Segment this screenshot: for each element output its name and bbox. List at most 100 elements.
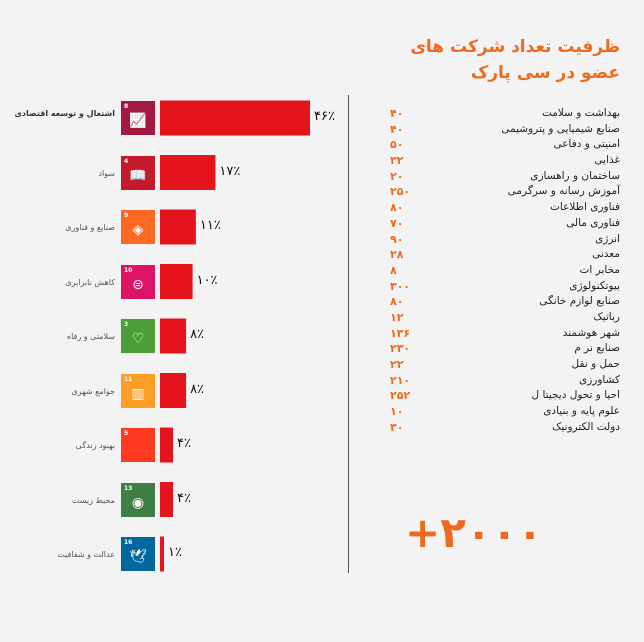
bar-6	[160, 427, 174, 463]
sector-name: فناوری اطلاعات	[550, 201, 620, 214]
bar-value-label: ۱۱٪	[199, 218, 221, 233]
sector-row: ۹۰ انرژی	[390, 233, 620, 249]
sector-row: ۲۵۰ آموزش رسانه و سرگرمی	[390, 185, 620, 201]
sdg-number: 3	[124, 321, 129, 328]
sector-count: ۲۵۲	[390, 389, 411, 403]
sdg-number: 13	[124, 484, 133, 492]
equality-icon: 10 ⊜	[121, 264, 155, 299]
sector-count: ۲۸	[390, 248, 404, 262]
sector-count: ۲۱۰	[390, 373, 411, 387]
category-label: سواد	[98, 168, 115, 178]
bar-2	[160, 209, 196, 245]
category-label: اشتغال و توسعه اقتصادی	[14, 109, 116, 118]
bar-3	[160, 264, 193, 299]
sector-name: صنایع شیمیایی و پتروشیمی	[501, 122, 620, 135]
sector-count: ۷۰	[390, 216, 404, 230]
sdg-number: 4	[124, 157, 129, 165]
sector-count: ۳۰	[390, 420, 404, 434]
bar-value-label: ۱۰٪	[196, 272, 218, 288]
sector-count: ۲۳۰	[390, 342, 411, 356]
sector-row: ۲۱۰ کشاورزی	[390, 374, 620, 390]
sector-count: ۱۰	[390, 405, 404, 419]
sector-name: حمل و نقل	[571, 358, 620, 370]
sector-count: ۲۲	[390, 358, 404, 371]
category-label: محیط زیست	[71, 495, 115, 505]
panel-title-line1: ظرفیت تعداد شرکت های	[410, 37, 620, 57]
sector-name: شهر هوشمند	[562, 326, 620, 339]
category-label: بهبود زندگی	[75, 441, 115, 450]
sector-name: صنایع لوازم خانگی	[539, 295, 620, 308]
sdg-number: 9	[124, 212, 129, 219]
sector-row: ۲۰ ساختمان و راهسازی	[390, 170, 620, 186]
sector-name: بهداشت و سلامت	[541, 107, 620, 119]
sector-name: رباتیک	[593, 310, 620, 323]
sector-name: احیا و تحول دیجیتا ل	[531, 389, 621, 402]
bar-value-label: ۱۷٪	[219, 163, 241, 179]
heartbeat-icon: 3 ♡	[121, 319, 155, 353]
sdg-glyph: ◈	[132, 222, 144, 238]
sector-count: ۱۲	[390, 310, 404, 324]
sdg-glyph: 📈	[129, 113, 147, 129]
sdg-glyph: ♡	[131, 331, 145, 347]
sector-count: ۳۲	[390, 154, 404, 168]
sector-name: انرژی	[595, 232, 620, 245]
blank-icon: 5	[121, 428, 155, 462]
cubes-icon: 9 ◈	[121, 210, 155, 244]
sector-row: ۲۲ حمل و نقل	[390, 358, 620, 374]
sector-row: ۱۳۶ شهر هوشمند	[390, 327, 620, 343]
sector-row: ۲۸ معدنی	[390, 248, 620, 264]
total-companies: +۲۰۰۰	[405, 508, 543, 557]
sector-name: علوم پایه و بنیادی	[543, 405, 620, 418]
sdg-glyph: ▥	[131, 385, 145, 402]
eye-icon: 13 ◉	[121, 482, 155, 517]
panel-title-line2: عضو در سی پارک	[470, 63, 620, 83]
sector-count: ۴۰	[390, 122, 404, 136]
category-label: صنایع و فناوری	[65, 223, 115, 232]
sector-count: ۲۰	[390, 169, 404, 183]
sector-name: کشاورزی	[579, 373, 620, 386]
category-label: سلامتی و رفاه	[66, 332, 115, 341]
bar-4	[160, 318, 187, 354]
sector-row: ۸ مخابر ات	[390, 264, 620, 280]
sector-name: غذایی	[594, 154, 620, 167]
sector-count: ۵۰	[390, 138, 404, 152]
sector-name: ساختمان و راهسازی	[530, 169, 620, 182]
bar-5	[160, 373, 187, 408]
bar-value-label: ۴۶٪	[314, 109, 335, 124]
book-icon: 4 📖	[121, 155, 155, 190]
sdg-glyph: 🕊	[129, 549, 147, 565]
sector-count: ۸۰	[390, 295, 404, 309]
sdg-glyph: 📖	[129, 167, 147, 184]
sector-count: ۹۰	[390, 232, 404, 246]
bar-value-label: ۱٪	[168, 545, 182, 560]
sdg-number: 10	[124, 266, 133, 274]
sector-count: ۲۵۰	[390, 185, 411, 199]
sdg-number: 11	[124, 375, 133, 383]
sector-row: ۴۰ صنایع شیمیایی و پتروشیمی	[390, 123, 620, 139]
bar-0	[160, 100, 310, 136]
sector-row: ۱۰ علوم پایه و بنیادی	[390, 405, 620, 421]
sector-list: ۴۰ بهداشت و سلامت ۴۰ صنایع شیمیایی و پتروشی…	[390, 107, 620, 436]
bar-8	[160, 536, 164, 572]
sdg-number: 5	[124, 430, 129, 437]
category-label: جوامع شهری	[71, 386, 115, 396]
sector-row: ۳۰۰ بیوتکنولوژی	[390, 280, 620, 296]
bar-value-label: ۸٪	[190, 381, 205, 397]
sector-row: ۲۵۲ احیا و تحول دیجیتا ل	[390, 389, 620, 405]
sdg-glyph: ⊜	[132, 276, 144, 293]
sector-name: دولت الکترونیک	[551, 420, 620, 433]
sector-name: بیوتکنولوژی	[569, 279, 620, 292]
sdg-number: 16	[124, 539, 133, 546]
bar-7	[160, 482, 174, 517]
sector-row: ۳۰ دولت الکترونیک	[390, 421, 620, 437]
bar-1	[160, 155, 216, 190]
bar-value-label: ۴٪	[177, 436, 191, 451]
dove-icon: 16 🕊	[121, 537, 155, 571]
sector-count: ۸۰	[390, 201, 404, 215]
bar-value-label: ۴٪	[177, 490, 191, 506]
sector-count: ۱۳۶	[390, 326, 411, 340]
sector-row: ۷۰ فناوری مالی	[390, 217, 620, 233]
sector-name: امنیتی و دفاعی	[553, 138, 620, 151]
sector-name: مخابر ات	[579, 263, 620, 276]
